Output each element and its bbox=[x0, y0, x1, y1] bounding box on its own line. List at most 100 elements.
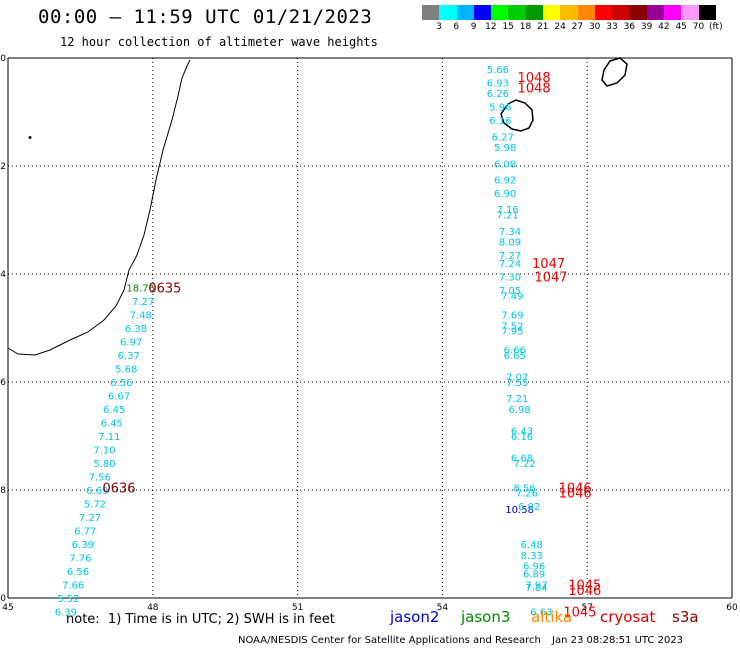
coastlines bbox=[7, 57, 628, 356]
legend-swatch bbox=[698, 5, 717, 20]
x-tick-label: 45 bbox=[2, 603, 13, 613]
x-tick-label: 57 bbox=[581, 603, 592, 613]
swh-value-label: 6.26 bbox=[487, 89, 509, 100]
swh-value-label: 6.63 bbox=[530, 608, 552, 619]
swh-value-label: 6.16 bbox=[489, 116, 511, 127]
swh-value-label: 6.27 bbox=[492, 132, 514, 143]
wave-height-labels: 10.58 18.76 7.27 7.48 6.38 6.97 6.37 5.68 6.56 6.… bbox=[55, 65, 602, 621]
swh-value-label: 7.34 bbox=[499, 227, 521, 238]
legend-swatch bbox=[594, 5, 613, 20]
swh-value-label: 6.65 bbox=[504, 351, 526, 362]
swh-value-label: 6.16 bbox=[511, 432, 533, 443]
swh-value-label: 5.80 bbox=[93, 459, 115, 470]
swh-value-label: 6.37 bbox=[118, 351, 140, 362]
legend-label: 42 bbox=[658, 22, 670, 32]
legend-label: 27 bbox=[571, 22, 584, 32]
swh-value-label: 8.56 bbox=[513, 483, 535, 494]
swh-value-label: 6.77 bbox=[74, 527, 96, 538]
swh-value-label: 10.58 bbox=[505, 505, 534, 516]
swh-value-label: 7.26 bbox=[516, 489, 538, 500]
swh-value-label: 7.16 bbox=[496, 205, 518, 216]
swh-value-label: 5.68 bbox=[115, 365, 137, 376]
mauritius-island bbox=[601, 57, 628, 87]
swh-value-label: 7.27 bbox=[499, 251, 521, 262]
swh-value-label: 7.69 bbox=[501, 311, 523, 322]
satellite-legend-jason3: jason3 bbox=[461, 608, 511, 626]
madagascar-coastline bbox=[7, 59, 191, 356]
y-tick-label: -20 bbox=[0, 54, 6, 64]
time-label: 1045 bbox=[563, 606, 596, 621]
swh-value-label: 7.21 bbox=[496, 211, 518, 222]
y-tick-label: -24 bbox=[0, 270, 6, 280]
time-label: 1047 bbox=[532, 257, 565, 272]
swh-value-label: 5.72 bbox=[84, 500, 106, 511]
legend-label: 33 bbox=[606, 22, 618, 32]
swh-value-label: 5.66 bbox=[487, 65, 509, 76]
swh-value-label: 6.38 bbox=[125, 324, 147, 335]
swh-value-label: 6.67 bbox=[108, 392, 130, 403]
swh-value-label: 7.07 bbox=[506, 373, 528, 384]
legend-label: 21 bbox=[537, 22, 549, 32]
legend-swatch bbox=[577, 5, 595, 20]
y-tick-label: -30 bbox=[0, 594, 6, 604]
swh-value-label: 7.22 bbox=[513, 459, 535, 470]
x-tick-label: 51 bbox=[292, 603, 303, 613]
satellite-legend-cryosat: cryosat bbox=[600, 608, 656, 626]
legend-swatch bbox=[629, 5, 647, 20]
swh-value-label: 18.76 bbox=[126, 284, 155, 295]
swh-value-label: 6.69 bbox=[86, 486, 108, 497]
swh-value-label: 7.49 bbox=[501, 292, 523, 303]
legend-label: 45 bbox=[675, 22, 687, 32]
color-legend-bar bbox=[422, 5, 717, 20]
legend-label: 24 bbox=[554, 22, 566, 32]
map-title: 00:00 – 11:59 UTC 01/21/2023 bbox=[38, 6, 373, 28]
swh-value-label: 6.48 bbox=[521, 540, 543, 551]
map-subtitle: 12 hour collection of altimeter wave hei… bbox=[60, 35, 378, 49]
legend-label: 30 bbox=[588, 22, 601, 32]
swh-value-label: 6.68 bbox=[511, 454, 533, 465]
legend-label: 6 bbox=[453, 22, 460, 32]
legend-label: 3 bbox=[436, 22, 442, 32]
time-label: 0636 bbox=[102, 481, 135, 496]
x-tick-label: 54 bbox=[437, 603, 449, 613]
swh-value-label: 6.45 bbox=[101, 419, 123, 430]
swh-value-label: 6.92 bbox=[494, 176, 516, 187]
satellite-legend-altika: altika bbox=[531, 608, 573, 626]
swh-value-label: 6.89 bbox=[523, 570, 545, 581]
swh-value-label: 6.45 bbox=[103, 405, 125, 416]
swh-value-label: 7.27 bbox=[79, 513, 101, 524]
swh-value-label: 6.90 bbox=[494, 189, 516, 200]
legend-label: (ft) bbox=[709, 22, 723, 32]
swh-value-label: 5.52 bbox=[57, 594, 79, 605]
legend-label: 12 bbox=[485, 22, 497, 32]
footer-note: note: 1) Time is in UTC; 2) SWH is in fe… bbox=[66, 612, 335, 627]
y-tick-label: -28 bbox=[0, 486, 6, 496]
swh-value-label: 7.76 bbox=[69, 554, 91, 565]
time-label: 1048 bbox=[518, 71, 551, 86]
legend-swatch bbox=[422, 5, 440, 20]
generated-timestamp: Jan 23 08:28:51 UTC 2023 bbox=[552, 635, 684, 646]
swh-value-label: 6.08 bbox=[494, 159, 516, 170]
swh-value-label: 6.97 bbox=[120, 338, 142, 349]
swh-value-label: 7.97 bbox=[525, 581, 547, 592]
swh-value-label: 7.84 bbox=[525, 583, 547, 594]
time-label: 1047 bbox=[534, 271, 567, 286]
swh-value-label: 6.96 bbox=[523, 562, 545, 573]
swh-value-label: 7.27 bbox=[132, 297, 154, 308]
axis-labels: 45 48 51 54 57 60 -20 -22 -24 -26 -28 -30 bbox=[0, 54, 738, 613]
legend-swatch bbox=[473, 5, 492, 20]
swh-value-label: 6.43 bbox=[511, 427, 533, 438]
swh-value-label: 6.93 bbox=[487, 78, 509, 89]
legend-label: 70 bbox=[692, 22, 705, 32]
satellite-legend-s3a: s3a bbox=[672, 608, 699, 626]
swh-value-label: 6.39 bbox=[55, 608, 77, 619]
y-tick-label: -22 bbox=[0, 162, 6, 172]
swh-value-label: 7.56 bbox=[89, 473, 111, 484]
swh-value-label: 5.96 bbox=[489, 103, 511, 114]
time-label: 1046 bbox=[559, 487, 592, 502]
time-label: 0635 bbox=[148, 282, 181, 297]
swh-value-label: 6.56 bbox=[110, 378, 132, 389]
y-tick-label: -26 bbox=[0, 378, 6, 388]
legend-label: 39 bbox=[640, 22, 653, 32]
